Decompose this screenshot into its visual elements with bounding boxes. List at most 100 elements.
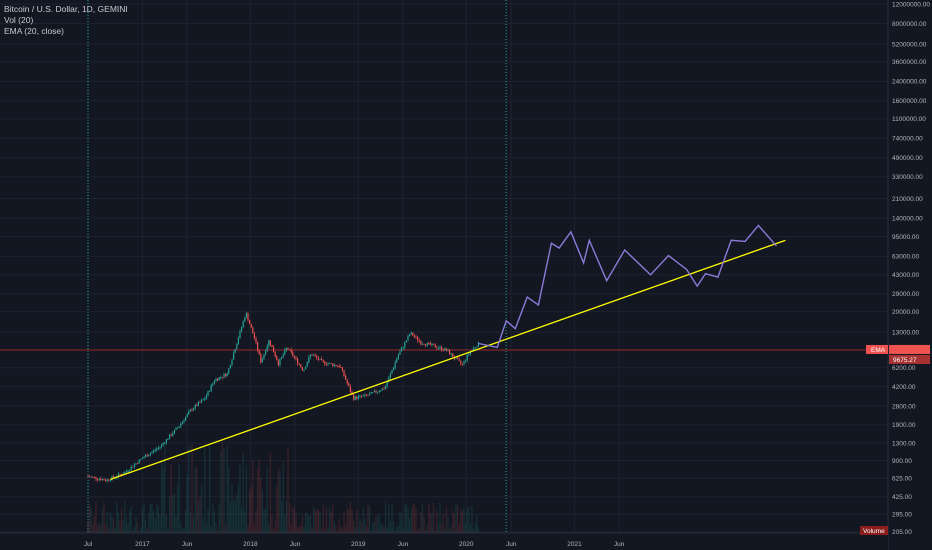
vol-indicator-label[interactable]: Vol (20) [4, 15, 34, 25]
price-tick-label: 625.00 [892, 476, 912, 483]
volume-bar [121, 508, 123, 533]
volume-bar [441, 524, 443, 533]
price-tick-label: 4200.00 [892, 384, 916, 391]
last-price-label: 9675.27 [893, 357, 917, 364]
volume-bar [404, 504, 406, 533]
candle-body [215, 379, 217, 382]
volume-bar [127, 523, 129, 533]
volume-bar [108, 528, 110, 533]
volume-bar [329, 506, 331, 533]
candle-body [226, 373, 228, 377]
candle-body [177, 427, 179, 429]
volume-bar [175, 516, 177, 533]
volume-bar [391, 504, 393, 533]
volume-bar [388, 504, 390, 533]
volume-bar [319, 511, 321, 533]
volume-bar [140, 527, 142, 533]
candle-body [157, 447, 159, 449]
volume-bar [405, 503, 407, 533]
candle-body [130, 466, 132, 471]
volume-bar [249, 490, 251, 533]
candle-body [268, 340, 270, 347]
volume-bar [236, 493, 238, 533]
volume-bar [220, 452, 222, 533]
candle-body [375, 390, 377, 393]
volume-bar [317, 509, 319, 533]
candle-body [341, 367, 343, 371]
time-tick-label: 2018 [243, 541, 258, 548]
price-tick-label: 13000.00 [892, 330, 919, 337]
candle-body [319, 358, 321, 360]
candle-body [330, 363, 332, 364]
candle-body [97, 479, 99, 480]
volume-bar [210, 526, 212, 533]
volume-bar [425, 530, 427, 533]
candle-body [213, 381, 215, 384]
candle-body [146, 455, 148, 457]
price-tick-label: 20000.00 [892, 309, 919, 316]
candle-body [188, 411, 190, 415]
volume-bar [353, 520, 355, 533]
volume-bar [273, 528, 275, 533]
volume-bar [450, 526, 452, 533]
time-tick-label: 2020 [459, 541, 474, 548]
candle-body [113, 476, 115, 478]
volume-bar [332, 503, 334, 533]
volume-bar [117, 511, 119, 533]
volume-bar [156, 503, 158, 533]
candle-body [225, 374, 227, 377]
price-tick-label: 425.00 [892, 494, 912, 501]
candle-body [132, 466, 134, 468]
candle-body [100, 478, 102, 481]
volume-bar [308, 515, 310, 533]
volume-bar [461, 511, 463, 533]
volume-bar [193, 516, 195, 533]
volume-bar [437, 523, 439, 533]
volume-bar [226, 445, 228, 533]
projection-line[interactable] [478, 224, 778, 349]
candle-body [461, 363, 463, 365]
volume-bar [282, 461, 284, 533]
price-tick-label: 330000.00 [892, 174, 923, 181]
volume-bar [239, 464, 241, 533]
ema-indicator-label[interactable]: EMA (20, close) [4, 26, 64, 36]
candle-body [473, 347, 475, 350]
volume-bar [90, 507, 92, 533]
time-axis[interactable]: Jul 2017 Jun 2018 Jun 2019 Jun 2020 Jun 2021 Jun [0, 532, 888, 550]
volume-bar [162, 466, 164, 533]
volume-bar [207, 509, 209, 533]
volume-bar [357, 526, 359, 533]
candle-body [367, 395, 369, 396]
volume-bar [348, 509, 350, 533]
candle-body [279, 359, 281, 365]
price-axis-background [888, 0, 932, 550]
candle-body [161, 444, 163, 447]
volume-bar [333, 520, 335, 533]
trendline[interactable] [110, 239, 786, 480]
volume-bar [153, 510, 155, 533]
volume-bar [205, 523, 207, 533]
candle-body [249, 320, 251, 325]
volume-bar [165, 515, 167, 533]
candle-body [244, 317, 246, 322]
price-tick-label: 2800.00 [892, 403, 916, 410]
volume-bar [415, 507, 417, 533]
symbol-title[interactable]: Bitcoin / U.S. Dollar, 1D, GEMINI [4, 4, 128, 14]
candle-body [282, 354, 284, 357]
volume-bar [233, 499, 235, 533]
volume-bar [261, 490, 263, 533]
time-tick-label: 2019 [351, 541, 366, 548]
candle-body [92, 476, 94, 478]
volume-bar [119, 520, 121, 533]
candle-body [457, 357, 459, 360]
candle-body [106, 479, 108, 481]
price-axis[interactable]: 12000000.00 8000000.00 5200000.00 3600000.0… [887, 0, 932, 550]
volume-bar [241, 508, 243, 533]
volume-bar [285, 500, 287, 533]
volume-bar [303, 525, 305, 533]
candle-body [385, 386, 387, 389]
candle-body [284, 349, 286, 355]
candle-body [409, 334, 411, 337]
candle-body [372, 392, 374, 393]
